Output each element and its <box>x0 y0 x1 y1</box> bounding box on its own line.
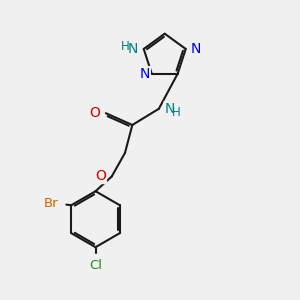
Text: N: N <box>128 42 138 56</box>
Text: Cl: Cl <box>89 259 102 272</box>
Text: O: O <box>95 169 106 184</box>
Text: N: N <box>140 67 150 81</box>
Text: N: N <box>164 102 175 116</box>
Text: H: H <box>172 106 180 119</box>
Text: Br: Br <box>44 197 58 210</box>
Text: N: N <box>191 42 201 56</box>
Text: O: O <box>90 106 101 120</box>
Text: H: H <box>121 40 130 52</box>
